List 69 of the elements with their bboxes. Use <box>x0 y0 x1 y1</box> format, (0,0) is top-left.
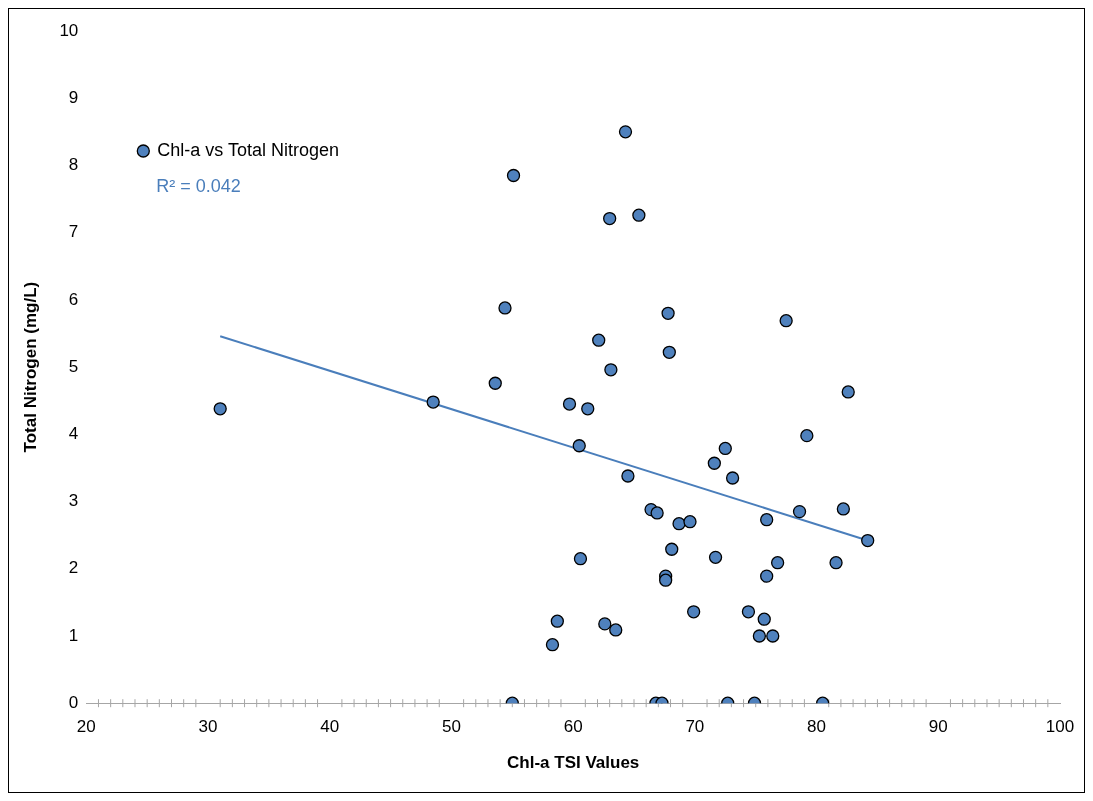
x-tick-label: 70 <box>685 717 705 737</box>
point <box>683 515 697 529</box>
point <box>618 125 633 139</box>
point <box>603 211 617 226</box>
point <box>741 605 756 619</box>
point <box>836 502 850 516</box>
point <box>708 550 723 564</box>
point <box>562 397 577 411</box>
x-tick-label: 100 <box>1045 717 1075 737</box>
y-tick-label: 7 <box>68 222 79 242</box>
x-tick-label: 20 <box>76 717 96 737</box>
x-tick-label: 80 <box>807 717 827 737</box>
point <box>757 612 771 626</box>
x-tick-label: 90 <box>928 717 948 737</box>
x-tick-label: 30 <box>198 717 218 737</box>
point <box>598 617 612 631</box>
point <box>604 363 618 377</box>
point <box>581 402 595 416</box>
point <box>779 314 793 328</box>
point <box>609 623 623 637</box>
point <box>760 513 774 527</box>
point <box>687 605 701 619</box>
x-axis-title: Chl-a TSI Values <box>507 753 640 773</box>
point <box>661 306 675 320</box>
y-tick-label: 6 <box>68 289 79 309</box>
point <box>672 517 686 531</box>
point <box>426 395 440 409</box>
annotation: R² = 0.042 <box>156 175 241 196</box>
point <box>707 456 721 470</box>
point <box>752 629 767 643</box>
point <box>550 614 564 628</box>
point <box>488 376 502 390</box>
point <box>545 638 560 652</box>
y-tick-label: 4 <box>68 424 79 444</box>
point <box>792 504 807 519</box>
point <box>572 439 586 453</box>
point <box>841 385 855 399</box>
point <box>498 301 512 315</box>
point <box>506 168 521 183</box>
point <box>650 506 664 520</box>
legend-label: Chl-a vs Total Nitrogen <box>157 139 340 160</box>
x-tick-label: 50 <box>441 717 461 737</box>
y-tick-label: 3 <box>68 491 79 511</box>
point <box>770 556 785 570</box>
point <box>573 552 588 566</box>
y-tick-label: 10 <box>59 20 79 40</box>
y-tick-label: 8 <box>68 155 79 175</box>
point <box>621 469 635 483</box>
point <box>665 542 679 556</box>
point <box>766 629 780 643</box>
point <box>592 333 606 347</box>
y-tick-label: 2 <box>68 558 79 578</box>
x-tick-label: 60 <box>563 717 583 737</box>
x-tick-label: 40 <box>320 717 340 737</box>
y-axis-title: Total Nitrogen (mg/L) <box>20 281 40 453</box>
point <box>213 402 227 416</box>
y-tick-label: 0 <box>68 692 79 712</box>
point <box>861 533 875 548</box>
y-tick-label: 1 <box>68 625 79 645</box>
point <box>659 573 673 587</box>
point <box>725 471 740 485</box>
point <box>718 441 732 456</box>
y-tick-label: 9 <box>68 87 79 107</box>
point <box>760 569 774 583</box>
point <box>829 556 843 570</box>
point <box>632 208 646 222</box>
point <box>800 429 814 443</box>
y-tick-label: 5 <box>68 356 79 376</box>
point <box>662 345 676 359</box>
